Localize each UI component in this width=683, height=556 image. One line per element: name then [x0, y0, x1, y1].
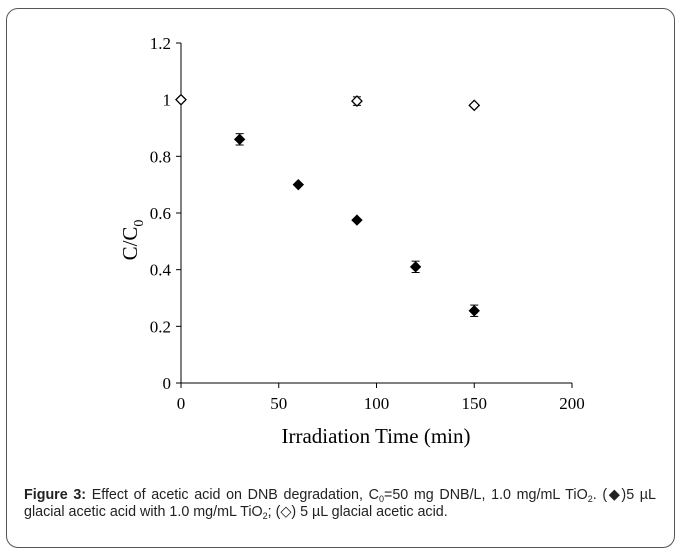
- caption-sub-1: 0: [378, 494, 384, 504]
- x-tick-label: 150: [462, 394, 488, 413]
- caption-label: Figure 3:: [24, 487, 87, 503]
- data-point-filled-diamond: [409, 261, 422, 273]
- x-tick-label: 0: [177, 394, 186, 413]
- data-point-open-diamond: [351, 95, 363, 108]
- x-tick-label: 100: [364, 394, 390, 413]
- y-tick-label: 0.4: [150, 261, 172, 280]
- data-points: [175, 93, 481, 317]
- x-axis-title: Irradiation Time (min): [282, 424, 471, 448]
- caption-text-4: ; (◇) 5 µL glacial acetic acid.: [267, 504, 448, 520]
- tick-labels: 0 0.2 0.4 0.6 0.8 1 1.2 0 50 100 150 200: [150, 34, 585, 413]
- y-tick-label: 0.2: [150, 317, 171, 336]
- x-tick-label: 200: [559, 394, 585, 413]
- data-point-filled-diamond: [292, 178, 305, 191]
- caption-text-3: . (◆)5 µL glacial acetic acid with 1.0 m…: [24, 487, 656, 520]
- caption-sub-2: 2: [587, 494, 593, 504]
- y-tick-label: 1: [163, 91, 172, 110]
- data-point-open-diamond: [175, 93, 187, 106]
- data-point-filled-diamond: [468, 305, 480, 317]
- axes: [176, 42, 573, 388]
- figure-frame: [6, 8, 675, 548]
- caption-text-2: =50 mg DNB/L, 1.0 mg/mL TiO: [383, 487, 588, 503]
- data-point-filled-diamond: [351, 214, 363, 226]
- chart: 0 0.2 0.4 0.6 0.8 1 1.2 0 50 100 150 200 Irradiatio…: [118, 34, 585, 448]
- y-tick-label: 1.2: [150, 34, 171, 53]
- y-tick-label: 0.6: [150, 204, 171, 223]
- figure-caption: Figure 3: Effect of acetic acid on DNB d…: [24, 487, 656, 521]
- caption-sub-3: 2: [262, 511, 268, 521]
- caption-text-1: Effect of acetic acid on DNB degradation…: [86, 487, 379, 503]
- data-point-open-diamond: [468, 99, 481, 112]
- data-point-filled-diamond: [233, 133, 246, 146]
- y-tick-label: 0: [163, 374, 172, 393]
- y-tick-label: 0.8: [150, 147, 171, 166]
- x-tick-label: 50: [270, 394, 287, 413]
- y-axis-title: C/C0: [118, 220, 147, 261]
